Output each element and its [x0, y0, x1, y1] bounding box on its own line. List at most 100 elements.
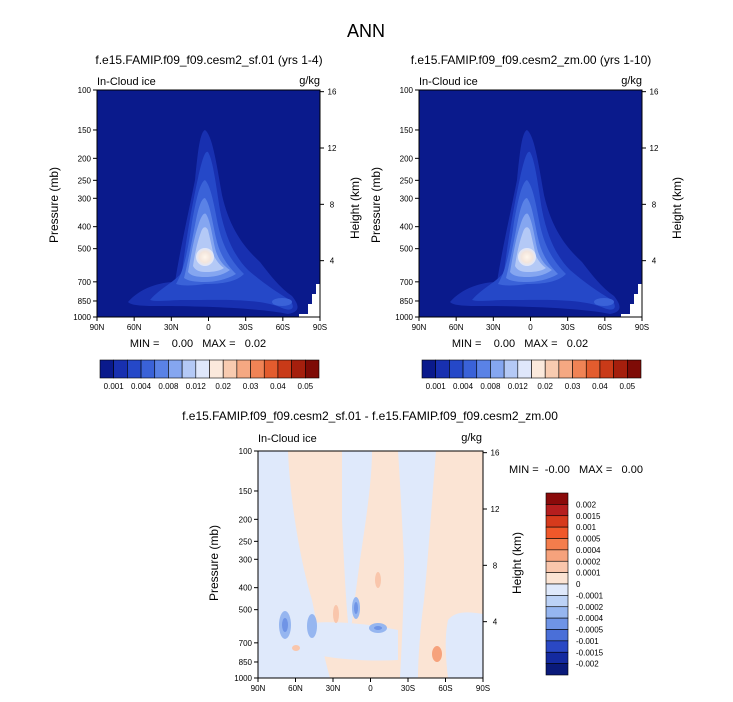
colorbar-swatch — [517, 359, 532, 379]
ytick-label: 200 — [78, 154, 92, 163]
colorbar-swatch — [263, 359, 279, 379]
xtick-label: 60N — [449, 323, 464, 332]
colorbar-swatch — [421, 359, 436, 379]
ytick-label: 850 — [239, 658, 253, 667]
colorbar-label: 0.03 — [565, 382, 581, 391]
colorbar-swatch — [490, 359, 505, 379]
colorbar-swatch — [545, 515, 569, 528]
xtick-label: 30N — [486, 323, 501, 332]
panel-c-neg-blob-3 — [307, 614, 317, 638]
colorbar-swatch — [236, 359, 251, 379]
y2tick-label: 16 — [650, 88, 659, 97]
colorbar-swatch — [545, 572, 569, 585]
colorbar-swatch — [140, 359, 156, 379]
xtick-label: 90S — [476, 684, 490, 693]
ytick-label: 500 — [400, 245, 414, 254]
colorbar-swatch — [545, 504, 569, 517]
colorbar-swatch — [545, 663, 569, 676]
y2tick-label: 16 — [491, 449, 500, 458]
colorbar-label: 0.004 — [453, 382, 474, 391]
colorbar-label: 0.0005 — [576, 535, 601, 544]
colorbar-swatch — [168, 359, 183, 379]
ytick-label: 200 — [400, 154, 414, 163]
panel-c-neg-region-center — [342, 451, 372, 640]
ytick-label: 150 — [400, 126, 414, 135]
ytick-label: 400 — [400, 223, 414, 232]
panel-b-variable: In-Cloud ice — [419, 76, 478, 88]
ytick-label: 150 — [239, 487, 253, 496]
xtick-label: 60N — [127, 323, 142, 332]
colorbar-swatch — [113, 359, 128, 379]
panel-a-topography — [299, 284, 320, 317]
panel-c-stats: MIN = -0.00 MAX = 0.00 — [509, 464, 643, 476]
panel-c-plot — [257, 450, 484, 679]
panel-c-neg-region-east — [398, 451, 436, 678]
colorbar-label: 0.02 — [537, 382, 553, 391]
colorbar-swatch — [99, 359, 114, 379]
ytick-label: 250 — [78, 176, 92, 185]
colorbar-swatch — [545, 526, 569, 539]
colorbar-swatch — [127, 359, 142, 379]
ytick-label: 400 — [78, 223, 92, 232]
colorbar-swatch — [627, 359, 642, 379]
colorbar-label: 0.0002 — [576, 557, 601, 566]
ytick-label: 850 — [400, 297, 414, 306]
panel-a-ylabel: Pressure (mb) — [47, 167, 61, 243]
y2tick-label: 4 — [330, 257, 335, 266]
ytick-label: 300 — [239, 555, 253, 564]
colorbar-swatch — [599, 359, 614, 379]
colorbar-label: -0.002 — [576, 660, 599, 669]
y2tick-label: 4 — [493, 618, 498, 627]
colorbar-swatch — [462, 359, 478, 379]
panel-a-max-core — [196, 248, 214, 266]
xtick-label: 30S — [239, 323, 253, 332]
panel-b-ylabel: Pressure (mb) — [369, 167, 383, 243]
ytick-label: 1000 — [73, 313, 91, 322]
ytick-label: 500 — [239, 606, 253, 615]
colorbar-label: 0.0001 — [576, 569, 601, 578]
colorbar-label: 0.05 — [298, 382, 314, 391]
colorbar-label: 0.0015 — [576, 512, 601, 521]
colorbar-swatch — [291, 359, 306, 379]
colorbar-label: 0.012 — [186, 382, 207, 391]
colorbar-swatch — [545, 629, 569, 642]
y2tick-label: 8 — [493, 561, 498, 570]
colorbar-swatch — [435, 359, 450, 379]
xtick-label: 60S — [276, 323, 290, 332]
colorbar-swatch — [544, 359, 560, 379]
colorbar-swatch — [545, 617, 569, 630]
panel-b: f.e15.FAMIP.f09_f09.cesm2_zm.00 (yrs 1-1… — [369, 53, 684, 391]
panel-c-y2label: Height (km) — [510, 532, 524, 594]
panel-c-colorbar: 0.002 0.0015 0.001 0.0005 0.0004 0.0002 0.0001… — [545, 492, 604, 676]
colorbar-swatch — [222, 359, 238, 379]
colorbar-swatch — [545, 640, 569, 653]
ytick-label: 1000 — [234, 674, 252, 683]
colorbar-label: 0.05 — [620, 382, 636, 391]
colorbar-label: -0.0004 — [576, 614, 604, 623]
colorbar-swatch — [545, 595, 569, 608]
xtick-label: 30N — [326, 684, 341, 693]
xtick-label: 0 — [368, 684, 373, 693]
figure-title: ANN — [347, 21, 385, 41]
xtick-label: 30S — [401, 684, 415, 693]
ytick-label: 700 — [239, 639, 253, 648]
panel-b-stats: MIN = 0.00 MAX = 0.02 — [452, 338, 588, 350]
panel-c-neg-blob-2 — [282, 618, 288, 632]
xtick-label: 30S — [561, 323, 575, 332]
ytick-label: 300 — [78, 194, 92, 203]
colorbar-label: 0.002 — [576, 500, 597, 509]
xtick-label: 90N — [412, 323, 427, 332]
panel-c-neg-blob-7 — [374, 626, 382, 630]
ytick-label: 100 — [78, 86, 92, 95]
colorbar-swatch — [585, 359, 601, 379]
colorbar-label: 0.001 — [104, 382, 125, 391]
colorbar-label: 0.0004 — [576, 546, 601, 555]
colorbar-swatch — [545, 583, 569, 596]
colorbar-label: 0.02 — [215, 382, 231, 391]
colorbar-label: 0.04 — [270, 382, 286, 391]
ytick-label: 250 — [239, 537, 253, 546]
panel-b-colorbar: 0.001 0.004 0.008 0.012 0.02 0.03 0.04 0.05 — [421, 359, 642, 391]
colorbar-swatch — [613, 359, 628, 379]
panel-a-variable: In-Cloud ice — [97, 76, 156, 88]
colorbar-label: 0.001 — [576, 523, 597, 532]
